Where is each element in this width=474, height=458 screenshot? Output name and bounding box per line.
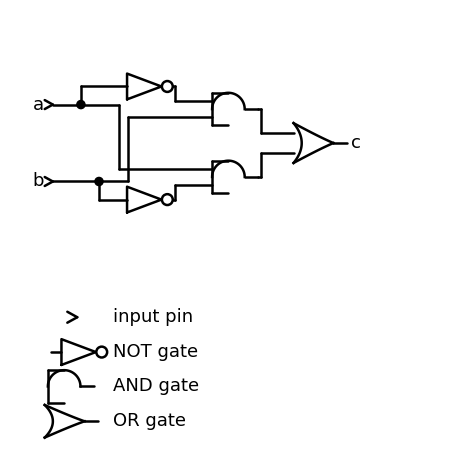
Text: input pin: input pin xyxy=(113,308,193,326)
Circle shape xyxy=(95,177,103,185)
Text: OR gate: OR gate xyxy=(113,412,186,430)
Text: AND gate: AND gate xyxy=(113,377,199,395)
Text: c: c xyxy=(351,134,360,152)
Text: NOT gate: NOT gate xyxy=(113,343,198,361)
Text: b: b xyxy=(33,173,44,191)
Circle shape xyxy=(77,100,85,109)
Text: a: a xyxy=(33,96,44,114)
